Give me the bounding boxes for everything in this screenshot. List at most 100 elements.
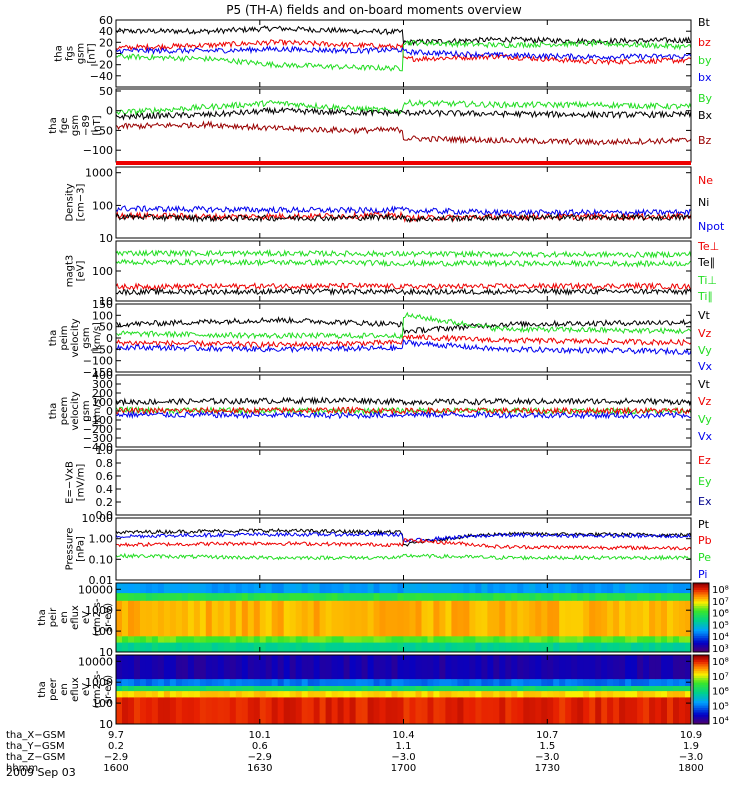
heatmap-cell xyxy=(553,690,560,698)
colorbar-frame xyxy=(692,654,710,725)
heatmap-cell xyxy=(565,696,572,724)
heatmap-cell xyxy=(409,696,417,724)
y-axis-label: tha fgs gsm [nT] xyxy=(54,43,98,64)
heatmap-cell xyxy=(116,592,123,601)
y-tick-label: −100 xyxy=(83,355,113,368)
heatmap-cell xyxy=(505,600,512,637)
heatmap-cell xyxy=(331,678,339,686)
heatmap-cell xyxy=(517,685,524,692)
figure-title: P5 (TH-A) fields and on-board moments ov… xyxy=(226,3,522,17)
heatmap-cell xyxy=(679,600,686,637)
heatmap-cell xyxy=(265,642,273,652)
y-tick-label: −150 xyxy=(83,366,113,379)
heatmap-cell xyxy=(205,592,213,601)
heatmap-cell xyxy=(301,678,309,686)
panel-plot-area xyxy=(116,248,691,297)
y-tick-label: 0 xyxy=(106,105,113,118)
legend-item: Ey xyxy=(698,475,712,488)
heatmap-cell xyxy=(637,678,644,686)
colorbar-cell xyxy=(693,608,709,612)
legend-item: bz xyxy=(698,36,711,49)
heatmap-cell xyxy=(541,678,548,686)
colorbar-label: 10³ xyxy=(712,644,729,655)
heatmap-cell xyxy=(427,655,435,680)
heatmap-cell xyxy=(217,592,225,601)
heatmap-cell xyxy=(685,635,691,643)
heatmap-cell xyxy=(361,642,369,652)
colorbar-cell xyxy=(693,710,709,713)
series-line xyxy=(116,120,691,146)
heatmap-cell xyxy=(481,678,488,686)
heatmap-cell xyxy=(169,642,177,652)
heatmap-cell xyxy=(199,642,207,652)
heatmap-cell xyxy=(673,642,680,652)
heatmap-cell xyxy=(361,583,369,594)
heatmap-cell xyxy=(271,642,279,652)
heatmap-cell xyxy=(349,600,357,637)
heatmap-cell xyxy=(307,685,315,692)
heatmap-cell xyxy=(295,655,303,680)
heatmap-cell xyxy=(439,642,446,652)
heatmap-cell xyxy=(499,678,506,686)
heatmap-cell xyxy=(259,690,267,698)
legend: Pt Pb Pe Pi xyxy=(698,518,712,581)
legend-item: Vt xyxy=(698,378,711,391)
x-ticks xyxy=(115,304,692,372)
y-tick-label: 50 xyxy=(99,321,113,334)
series-line xyxy=(116,205,691,218)
heatmap-cell xyxy=(673,655,680,680)
heatmap-cell xyxy=(145,592,153,601)
heatmap-cell xyxy=(157,685,165,692)
panel-plot-area xyxy=(116,25,691,72)
heatmap-cell xyxy=(433,655,440,680)
colorbar-label: 10⁶ xyxy=(712,609,729,620)
heatmap-cell xyxy=(175,678,183,686)
y-tick-label: 1000 xyxy=(85,604,113,617)
y-tick-label: 10 xyxy=(99,232,113,245)
heatmap-cell xyxy=(379,583,387,594)
heatmap-cell xyxy=(367,592,375,601)
colorbar-cell xyxy=(693,719,709,723)
y-axis-label: tha peem velocity gsm [km/s] xyxy=(48,391,103,430)
heatmap-cell xyxy=(391,583,399,594)
y-tick-label: 100 xyxy=(92,265,113,278)
heatmap-cell xyxy=(451,696,458,724)
heatmap-cell xyxy=(409,678,417,686)
heatmap-cell xyxy=(373,635,381,643)
colorbar-cell xyxy=(693,661,709,665)
x-ticks xyxy=(115,518,692,580)
heatmap-cell xyxy=(289,655,297,680)
heatmap-cell xyxy=(271,685,279,692)
heatmap-cell xyxy=(163,600,171,637)
heatmap-cell xyxy=(487,655,494,680)
heatmap-cell xyxy=(140,592,147,601)
heatmap-cell xyxy=(529,690,536,698)
heatmap-cell xyxy=(433,583,440,594)
y-tick-label: −100 xyxy=(83,414,113,427)
heatmap-cell xyxy=(415,696,423,724)
heatmap-cell xyxy=(241,655,249,680)
y-tick-label: 0 xyxy=(106,332,113,345)
legend-item: Vx xyxy=(698,360,713,373)
colorbar-cell xyxy=(693,684,709,688)
heatmap-cell xyxy=(493,592,500,601)
heatmap-cell xyxy=(187,600,195,637)
heatmap-cell xyxy=(517,696,524,724)
heatmap-cell xyxy=(217,642,225,652)
heatmap-cell xyxy=(205,635,213,643)
heatmap-cell xyxy=(145,635,153,643)
heatmap-cell xyxy=(421,696,429,724)
heatmap-cell xyxy=(157,583,165,594)
heatmap-cell xyxy=(241,690,249,698)
heatmap-cell xyxy=(325,655,333,680)
heatmap-cell xyxy=(571,678,578,686)
heatmap-cell xyxy=(307,642,315,652)
colorbar-label: 10⁸ xyxy=(712,585,729,596)
colorbar-frame xyxy=(692,582,710,653)
heatmap-cell xyxy=(553,678,560,686)
heatmap-cell xyxy=(481,600,488,637)
heatmap-cell xyxy=(499,600,506,637)
legend-item: Vz xyxy=(698,395,712,408)
x-axis-value: 1.1 xyxy=(396,741,412,752)
heatmap-cell xyxy=(247,690,255,698)
